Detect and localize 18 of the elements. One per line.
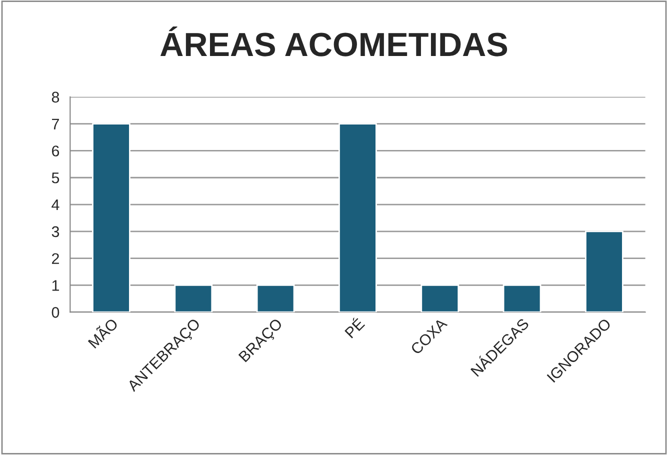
y-tick-label: 2 xyxy=(52,253,59,264)
bar xyxy=(502,284,542,312)
y-tick-label: 3 xyxy=(52,226,60,238)
bar xyxy=(92,123,130,312)
y-tick-label: 1 xyxy=(52,280,59,291)
bar xyxy=(420,284,460,312)
y-tick-label: 0 xyxy=(52,307,60,318)
y-tick-label: 4 xyxy=(52,200,60,210)
bar xyxy=(585,230,624,312)
y-tick-label: 8 xyxy=(52,92,60,103)
y-tick-label: 5 xyxy=(52,172,60,184)
y-tick-label: 6 xyxy=(52,146,60,156)
x-tick-label: PÉ xyxy=(342,316,366,338)
y-tick-label: 7 xyxy=(52,118,59,130)
bar xyxy=(256,284,295,312)
bar xyxy=(174,284,213,312)
chart-title: ÁREAS ACOMETIDAS xyxy=(160,26,508,56)
bar xyxy=(338,123,377,312)
